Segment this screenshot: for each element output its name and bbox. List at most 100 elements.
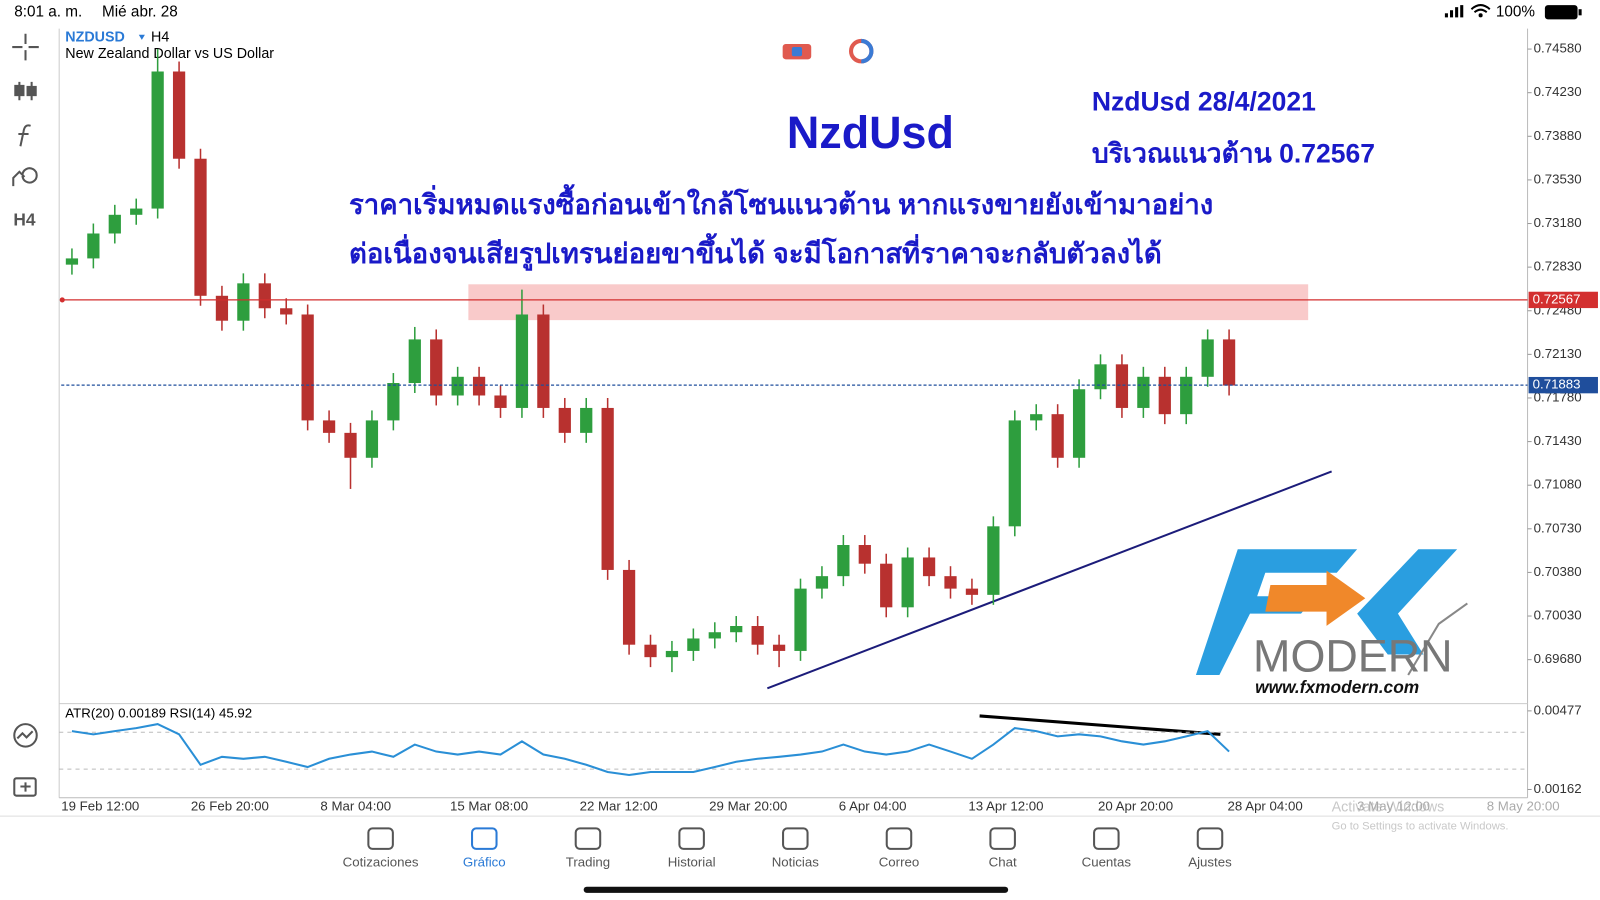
candle-body (965, 588, 979, 595)
left-toolbar (12, 33, 39, 797)
candle-body (494, 395, 507, 408)
tab-label[interactable]: Cotizaciones (343, 855, 419, 870)
candle-body (665, 650, 679, 658)
candle-body (987, 526, 1000, 595)
y-tick-label: 0.74580 (1534, 41, 1582, 56)
tab-label[interactable]: Trading (566, 855, 610, 870)
y-tick-label: 0.74230 (1534, 84, 1582, 99)
y-tick-label: 0.73530 (1534, 171, 1582, 186)
y-tick-label: 0.73180 (1534, 215, 1582, 230)
candle-body (944, 576, 957, 589)
candle-body (301, 314, 314, 421)
tab-icon[interactable] (885, 827, 913, 850)
tab-icon[interactable] (1196, 827, 1224, 850)
status-battery: 100% (1496, 3, 1536, 20)
toolbar-timeframe[interactable]: H4 (13, 209, 36, 229)
watermark-title: Activate Windows (1332, 800, 1445, 816)
candle-body (1201, 339, 1214, 377)
tab-label[interactable]: Gráfico (463, 855, 506, 870)
tab-icon[interactable] (367, 827, 394, 850)
candle-body (815, 576, 829, 589)
candle-body (730, 626, 743, 633)
y-tick-label: 0.72830 (1534, 259, 1582, 274)
price-level-tag (1528, 376, 1598, 394)
x-tick-label: 8 Mar 04:00 (320, 798, 391, 813)
candle-body (322, 420, 336, 433)
candle-body (601, 407, 614, 570)
candle-body (151, 71, 164, 209)
candle-body (687, 638, 700, 651)
y-tick-label: 0.71080 (1534, 477, 1582, 492)
status-time: 8:01 a. m. (14, 3, 82, 20)
resistance-zone (468, 284, 1309, 321)
indicator-tick-label: 0.00162 (1534, 781, 1582, 796)
trend-line (766, 470, 1332, 690)
x-tick-label: 22 Mar 12:00 (580, 798, 658, 813)
candle-body (1094, 364, 1107, 390)
tab-label[interactable]: Cuentas (1082, 855, 1132, 870)
tab-label[interactable]: Ajustes (1188, 855, 1232, 870)
logo-brand: MODERN (1253, 631, 1452, 682)
x-tick-label: 3 May 12:00 (1357, 798, 1430, 813)
candle-body (451, 376, 464, 396)
watermark-hint: Go to Settings to activate Windows. (1332, 820, 1509, 832)
tab-icon[interactable] (678, 827, 705, 850)
annotation-date: NzdUsd 28/4/2021 (1092, 86, 1316, 116)
candle-body (1180, 376, 1193, 415)
candle-body (901, 557, 914, 608)
tab-label[interactable]: Historial (668, 855, 716, 870)
candle-body (515, 314, 529, 408)
candle-body (1222, 339, 1236, 386)
candle-body (344, 432, 357, 458)
logo-url: www.fxmodern.com (1255, 677, 1419, 697)
y-tick-label: 0.70730 (1534, 520, 1582, 535)
level-anchor (59, 297, 65, 303)
candle-body (108, 214, 121, 234)
candle-body (751, 626, 764, 645)
candle-body (708, 632, 721, 639)
tab-label[interactable]: Correo (879, 855, 920, 870)
candle-body (408, 339, 421, 384)
tab-icon[interactable] (1093, 827, 1120, 850)
divergence-line (979, 714, 1221, 736)
tab-icon[interactable] (989, 827, 1016, 850)
x-tick-label: 8 May 20:00 (1487, 798, 1560, 813)
candle-body (794, 588, 807, 651)
candle-body (537, 314, 550, 408)
y-tick-label: 0.70030 (1534, 608, 1582, 623)
y-tick-label: 0.70380 (1534, 564, 1582, 579)
tab-icon[interactable] (782, 827, 809, 850)
chart-subtitle: New Zealand Dollar vs US Dollar (65, 46, 274, 62)
price-level-label: 0.72567 (1533, 291, 1581, 306)
chart-timeframe: H4 (151, 30, 169, 46)
tab-icon[interactable] (471, 827, 498, 850)
tab-label[interactable]: Noticias (772, 855, 819, 870)
annotation-comment: ราคาเริ่มหมดแรงซื้อก่อนเข้าใกล้โซนแนวต้า… (349, 184, 1213, 220)
tab-icon[interactable] (574, 827, 602, 850)
candle-body (280, 308, 293, 315)
candle-body (922, 557, 936, 577)
indicator-line (71, 723, 1230, 777)
candle-body (65, 258, 79, 265)
candle-body (1008, 420, 1021, 527)
candle-body (430, 339, 443, 396)
home-indicator (583, 886, 1009, 893)
symbol-dropdown[interactable] (138, 34, 145, 40)
candle-body (1030, 414, 1043, 421)
candle-body (258, 283, 271, 309)
annotation-comment: ต่อเนื่องจนเสียรูปเทรนย่อยขาขึ้นได้ จะมี… (349, 233, 1162, 271)
trade-buttons[interactable] (782, 38, 874, 64)
annotation-title: NzdUsd (787, 107, 954, 158)
logo-graphic (1195, 549, 1468, 676)
candle-body (130, 208, 143, 215)
status-date: Mié abr. 28 (102, 3, 178, 20)
y-tick-label: 0.72130 (1534, 346, 1582, 361)
status-icons (1444, 4, 1582, 20)
x-tick-label: 13 Apr 12:00 (968, 798, 1043, 813)
tab-label[interactable]: Chat (989, 855, 1017, 870)
candle-body (237, 283, 250, 321)
price-level-label: 0.71883 (1533, 377, 1581, 392)
chart-symbol[interactable]: NZDUSD (65, 30, 125, 46)
